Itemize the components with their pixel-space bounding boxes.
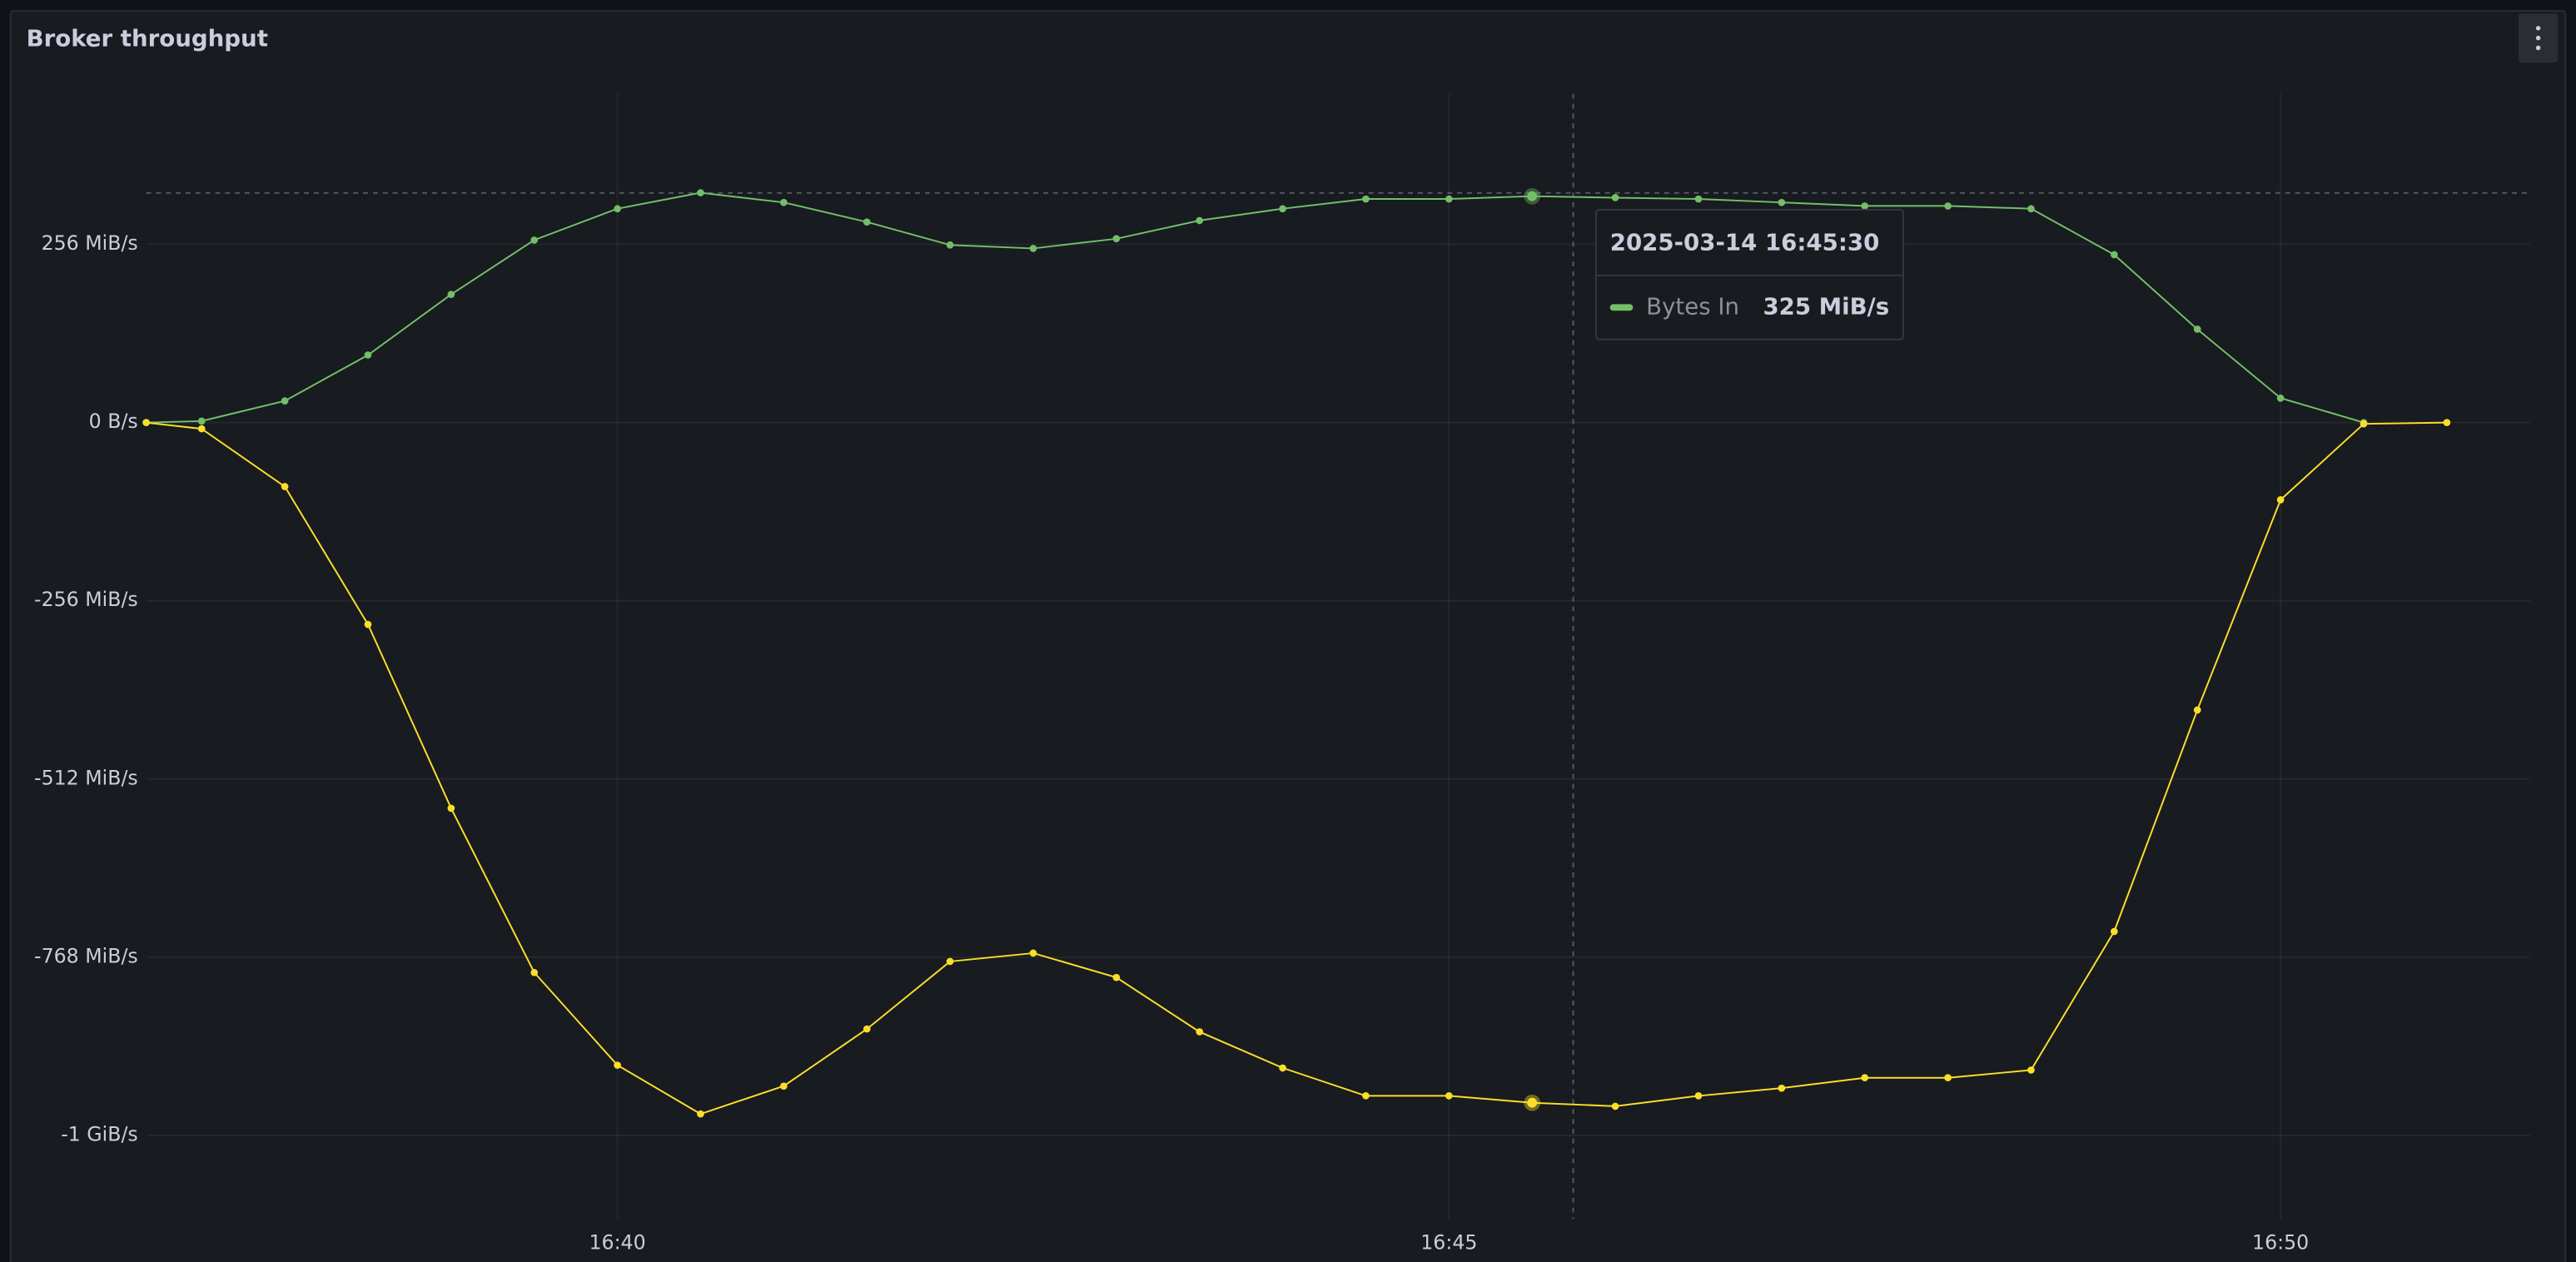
data-point [1029,949,1037,957]
data-point [1196,216,1204,225]
y-tick-label: -512 MiB/s [34,766,138,789]
menu-dot [2535,35,2541,41]
data-point [2443,419,2451,426]
y-tick-label: -1 GiB/s [61,1123,138,1146]
data-point [1611,194,1619,201]
data-point [1362,195,1370,203]
x-tick-label: 16:50 [2252,1231,2309,1255]
panel-frame [9,10,2567,1262]
data-point [1944,202,1952,210]
plot: 256 MiB/s 0 B/s -256 MiB/s -512 MiB/s -768 M… [34,93,2530,1255]
data-point [2193,325,2201,333]
series-line [146,191,2365,424]
hover-point [1527,191,1538,201]
panel-title: Broker throughput [27,25,268,52]
data-point [1944,1074,1952,1081]
data-point [1112,235,1121,243]
data-point [1196,1028,1204,1036]
menu-dot [2535,26,2541,31]
data-point [2276,394,2285,402]
data-point [863,1025,871,1033]
y-tick-label: 256 MiB/s [42,231,138,255]
y-tick-label: -256 MiB/s [34,588,138,611]
data-point [697,189,704,196]
data-point [614,1061,621,1069]
data-point [946,241,954,249]
y-tick-label: 0 B/s [89,410,138,433]
data-point [1445,1092,1453,1100]
data-point [946,957,954,966]
data-point [364,620,372,629]
tooltip: 2025-03-14 16:45:30 Bytes In 325 MiB/s [1594,208,1904,340]
data-point [2193,706,2201,714]
data-point [2111,251,2118,259]
data-point [863,218,871,226]
data-point [281,397,289,405]
data-point [1112,973,1121,981]
menu-dot [2535,45,2541,51]
y-tick-label: -768 MiB/s [34,944,138,967]
data-point [779,198,788,206]
data-point [1362,1092,1370,1100]
tooltip-series: Bytes In [1646,292,1739,320]
tooltip-swatch [1609,304,1634,311]
tooltip-time: 2025-03-14 16:45:30 [1610,228,1880,256]
data-point [197,425,206,433]
data-point [1861,202,1869,210]
data-point [779,1082,788,1090]
data-point [447,804,455,812]
x-tick-label: 16:40 [589,1231,645,1255]
data-point [530,968,539,976]
data-point [1694,195,1703,203]
data-point [2111,927,2118,936]
data-point [2276,496,2285,504]
data-point [2027,1066,2035,1074]
data-point [2360,420,2368,428]
tooltip-value: 325 MiB/s [1763,292,1889,320]
data-point [447,291,455,298]
data-point [1445,195,1453,203]
data-point [1694,1092,1703,1100]
data-point [1778,198,1786,206]
data-point [1029,245,1037,252]
data-point [697,1110,704,1118]
data-point [1279,205,1286,213]
hover-point [1527,1097,1538,1108]
data-point [364,351,372,359]
data-point [281,483,289,490]
x-tick-label: 16:45 [1420,1231,1477,1255]
data-point [530,236,539,244]
data-point [1861,1074,1869,1081]
data-point [2027,205,2035,213]
data-point [142,419,150,426]
data-point [1279,1064,1286,1072]
data-point [614,205,621,213]
data-point [197,417,206,425]
data-point [1778,1084,1786,1092]
data-point [1611,1102,1619,1110]
panel-menu[interactable] [2518,13,2559,63]
